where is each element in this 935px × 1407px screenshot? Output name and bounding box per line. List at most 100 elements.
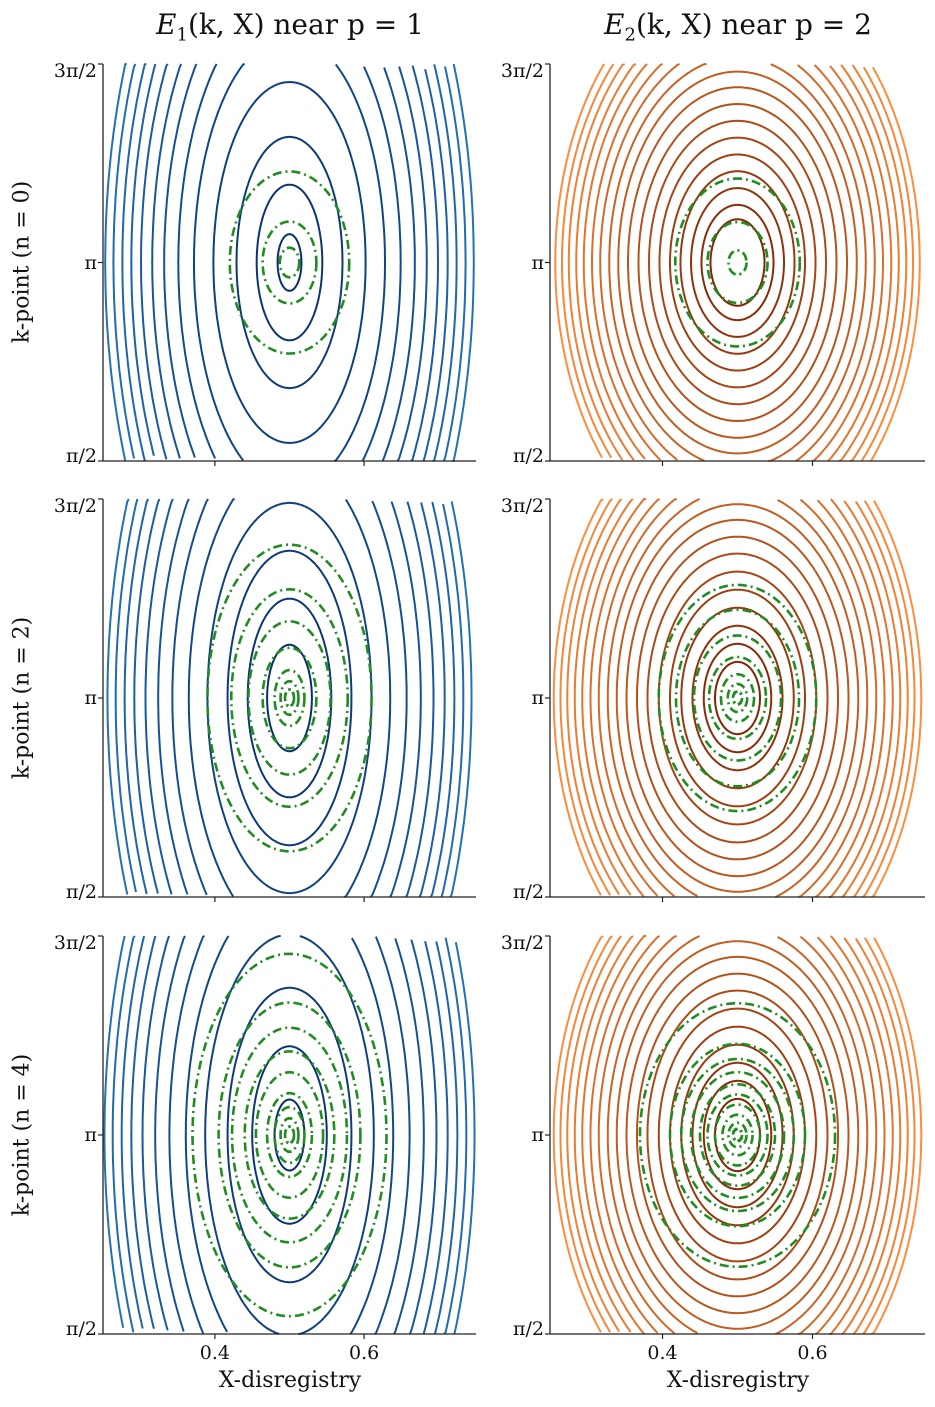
dashed-contour-line xyxy=(273,1105,306,1165)
contour-line xyxy=(184,935,395,1335)
contour-line xyxy=(617,70,858,455)
y-tick-label: π/2 xyxy=(66,1318,97,1340)
contour-line xyxy=(554,63,921,462)
contour-line xyxy=(103,935,476,1335)
contour-line xyxy=(646,552,829,844)
dashed-contour-line xyxy=(230,588,349,808)
dashed-contour-line xyxy=(254,1071,325,1199)
dashed-contour-line xyxy=(719,673,756,723)
contour-line xyxy=(559,935,916,1335)
y-tick-label: 3π/2 xyxy=(500,60,544,82)
contour-line xyxy=(582,63,893,462)
contour-line xyxy=(591,63,884,462)
contour-line xyxy=(559,498,916,898)
contour-line xyxy=(204,935,375,1335)
contour-line xyxy=(657,570,818,826)
dashed-contour-line xyxy=(674,177,802,348)
contour-line xyxy=(187,498,392,898)
contour-line xyxy=(157,498,422,898)
dashed-contour-line xyxy=(706,220,769,305)
dashed-contour-line xyxy=(698,1083,777,1187)
dashed-contour-line xyxy=(707,655,768,741)
contour-line xyxy=(691,624,784,772)
y-tick-label: π/2 xyxy=(66,881,97,903)
dashed-contour-line xyxy=(680,1057,796,1213)
contour-line xyxy=(599,63,876,462)
contour-line xyxy=(130,63,449,462)
contour-line xyxy=(700,203,775,322)
contour-line xyxy=(702,1079,773,1191)
contour-line xyxy=(608,63,867,462)
contour-line xyxy=(606,498,869,898)
dashed-contour-line xyxy=(674,608,801,788)
dashed-contour-line xyxy=(265,1091,314,1179)
contour-line xyxy=(573,935,902,1335)
panel-1 xyxy=(545,63,925,466)
dashed-contour-line xyxy=(657,583,818,813)
contour-line xyxy=(680,1043,795,1227)
ylabel-row0: k-point (n = 0) xyxy=(9,180,35,344)
contour-line xyxy=(212,80,367,445)
contour-line xyxy=(575,63,900,462)
contour-line xyxy=(123,498,456,898)
y-tick-label: 3π/2 xyxy=(500,495,544,517)
dashed-contour-line xyxy=(261,220,318,305)
contour-line xyxy=(206,501,373,895)
y-tick-label: π xyxy=(84,251,98,274)
y-tick-label: π xyxy=(531,251,545,274)
contour-line xyxy=(691,1061,784,1209)
panel-0 xyxy=(98,63,476,466)
panel-5 xyxy=(545,935,925,1339)
contour-line xyxy=(106,498,473,898)
dashed-contour-line xyxy=(206,543,373,853)
contour-line xyxy=(552,498,923,898)
contour-line xyxy=(581,498,894,898)
dashed-contour-line xyxy=(228,170,351,355)
y-tick-label: π/2 xyxy=(513,1318,544,1340)
y-tick-label: π/2 xyxy=(66,445,97,467)
dashed-contour-line xyxy=(191,952,388,1318)
contour-line xyxy=(171,498,408,898)
ylabel-row2: k-point (n = 4) xyxy=(9,1053,35,1217)
contour-line xyxy=(120,935,459,1335)
dashed-contour-line xyxy=(689,1070,786,1200)
contour-line xyxy=(581,935,894,1335)
dashed-contour-line xyxy=(243,1050,336,1220)
contour-line xyxy=(151,63,428,462)
contour-line xyxy=(141,935,438,1335)
contour-line xyxy=(276,233,303,292)
contour-line xyxy=(615,503,860,893)
panel-2 xyxy=(98,498,476,902)
contour-line xyxy=(226,549,353,847)
y-tick-label: 3π/2 xyxy=(500,932,544,954)
contour-line xyxy=(273,1098,306,1172)
contour-line xyxy=(567,63,908,462)
contour-line xyxy=(597,498,878,898)
contour-line xyxy=(589,935,886,1335)
dashed-contour-line xyxy=(278,246,301,279)
dashed-contour-line xyxy=(261,646,318,750)
contour-line xyxy=(144,498,435,898)
contour-line xyxy=(112,63,467,462)
contour-line xyxy=(646,989,829,1281)
contour-line xyxy=(637,102,838,423)
title-left: E1(k, X) near p = 1 xyxy=(156,8,424,46)
contour-line xyxy=(714,660,761,736)
dashed-contour-line xyxy=(713,1103,762,1167)
y-tick-label: π xyxy=(531,1124,545,1146)
dashed-contour-line xyxy=(283,688,296,708)
dashed-contour-line xyxy=(283,1125,296,1145)
dashed-contour-line xyxy=(731,690,744,706)
dashed-contour-line xyxy=(721,1113,754,1157)
contour-line xyxy=(625,518,850,878)
contour-line xyxy=(154,935,425,1335)
contour-line xyxy=(702,642,773,754)
dashed-contour-line xyxy=(731,1127,744,1143)
dashed-contour-line xyxy=(247,620,332,776)
contour-line xyxy=(573,498,902,898)
contour-line xyxy=(648,119,827,406)
y-tick-label: 3π/2 xyxy=(53,60,97,82)
title-right: E2(k, X) near p = 2 xyxy=(604,8,872,46)
contour-line xyxy=(636,535,839,861)
